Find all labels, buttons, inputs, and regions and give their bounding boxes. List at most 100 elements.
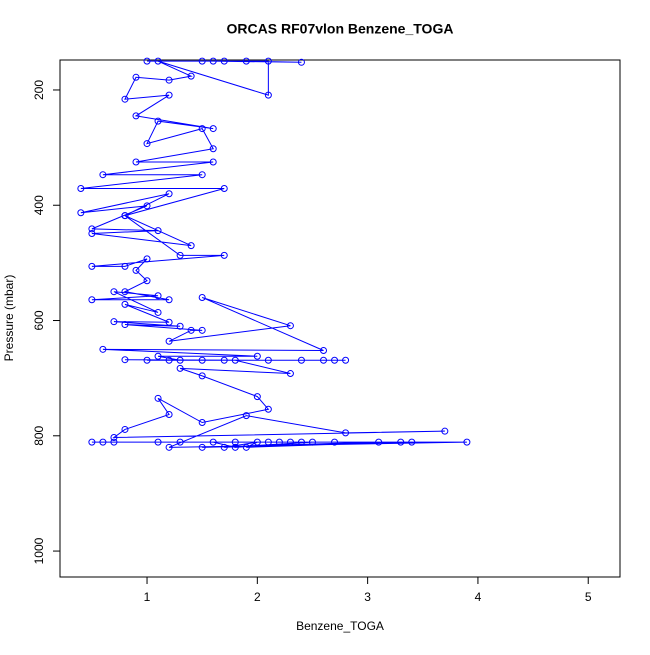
data-point	[463, 438, 471, 446]
data-point	[110, 434, 118, 442]
data-point	[242, 57, 250, 65]
data-point	[198, 326, 206, 334]
x-axis-label: Benzene_TOGA	[296, 619, 384, 633]
data-point	[99, 438, 107, 446]
data-point	[198, 443, 206, 451]
data-point	[331, 438, 339, 446]
x-tick-label: 1	[144, 590, 151, 604]
data-point	[154, 352, 162, 360]
data-point	[253, 438, 261, 446]
data-point	[88, 225, 96, 233]
data-point	[143, 140, 151, 148]
data-point	[110, 318, 118, 326]
data-point	[187, 326, 195, 334]
data-point	[154, 117, 162, 125]
data-point	[242, 412, 250, 420]
data-point	[121, 321, 129, 329]
data-point	[331, 356, 339, 364]
data-point	[198, 125, 206, 133]
data-point	[176, 356, 184, 364]
data-point	[286, 438, 294, 446]
data-point	[121, 95, 129, 103]
data-point	[154, 227, 162, 235]
x-tick-label: 2	[254, 590, 261, 604]
data-point	[165, 356, 173, 364]
data-point	[165, 318, 173, 326]
data-point	[320, 356, 328, 364]
data-point	[264, 405, 272, 413]
data-point	[176, 251, 184, 259]
series-line	[80, 60, 467, 448]
data-point	[77, 185, 85, 193]
data-point	[121, 356, 129, 364]
data-point	[297, 58, 305, 66]
data-point	[165, 76, 173, 84]
plot-frame	[59, 59, 621, 578]
data-point	[88, 262, 96, 270]
data-point	[220, 57, 228, 65]
data-point	[88, 229, 96, 237]
data-point	[264, 356, 272, 364]
data-point	[198, 57, 206, 65]
y-axis-label: Pressure (mbar)	[2, 275, 16, 362]
data-point	[375, 438, 383, 446]
data-point	[209, 145, 217, 153]
data-point	[121, 262, 129, 270]
data-point	[121, 300, 129, 308]
data-point	[253, 393, 261, 401]
data-point	[143, 277, 151, 285]
data-point	[176, 438, 184, 446]
data-point	[286, 322, 294, 330]
data-point	[99, 171, 107, 179]
data-point	[198, 356, 206, 364]
data-point	[132, 73, 140, 81]
data-point	[143, 202, 151, 210]
data-point	[297, 438, 305, 446]
data-point	[154, 394, 162, 402]
data-point	[121, 288, 129, 296]
data-point	[121, 425, 129, 433]
data-point	[320, 346, 328, 354]
data-point	[231, 356, 239, 364]
data-point	[397, 438, 405, 446]
data-point	[165, 296, 173, 304]
data-point	[408, 438, 416, 446]
data-point	[132, 266, 140, 274]
data-point	[176, 322, 184, 330]
data-point	[286, 370, 294, 378]
data-point	[342, 356, 350, 364]
data-point	[220, 356, 228, 364]
data-point	[198, 372, 206, 380]
y-tick-label: 600	[32, 310, 46, 330]
y-tick-label: 200	[32, 80, 46, 100]
data-point	[154, 57, 162, 65]
data-point	[165, 91, 173, 99]
data-point	[132, 112, 140, 120]
data-point	[187, 242, 195, 250]
data-point	[165, 337, 173, 345]
data-point	[165, 410, 173, 418]
data-point	[242, 443, 250, 451]
data-point	[209, 57, 217, 65]
data-point	[264, 57, 272, 65]
data-point	[209, 125, 217, 133]
y-tick-label: 400	[32, 195, 46, 215]
data-point	[143, 255, 151, 263]
data-point	[165, 190, 173, 198]
data-point	[231, 443, 239, 451]
data-point	[220, 251, 228, 259]
data-point	[176, 364, 184, 372]
chart-title: ORCAS RF07vlon Benzene_TOGA	[227, 21, 454, 37]
data-point	[143, 57, 151, 65]
data-point	[198, 419, 206, 427]
data-point	[154, 292, 162, 300]
data-point	[308, 438, 316, 446]
data-point	[121, 212, 129, 220]
data-point	[264, 91, 272, 99]
data-point	[342, 429, 350, 437]
data-point	[253, 352, 261, 360]
data-point	[231, 438, 239, 446]
data-point	[275, 438, 283, 446]
